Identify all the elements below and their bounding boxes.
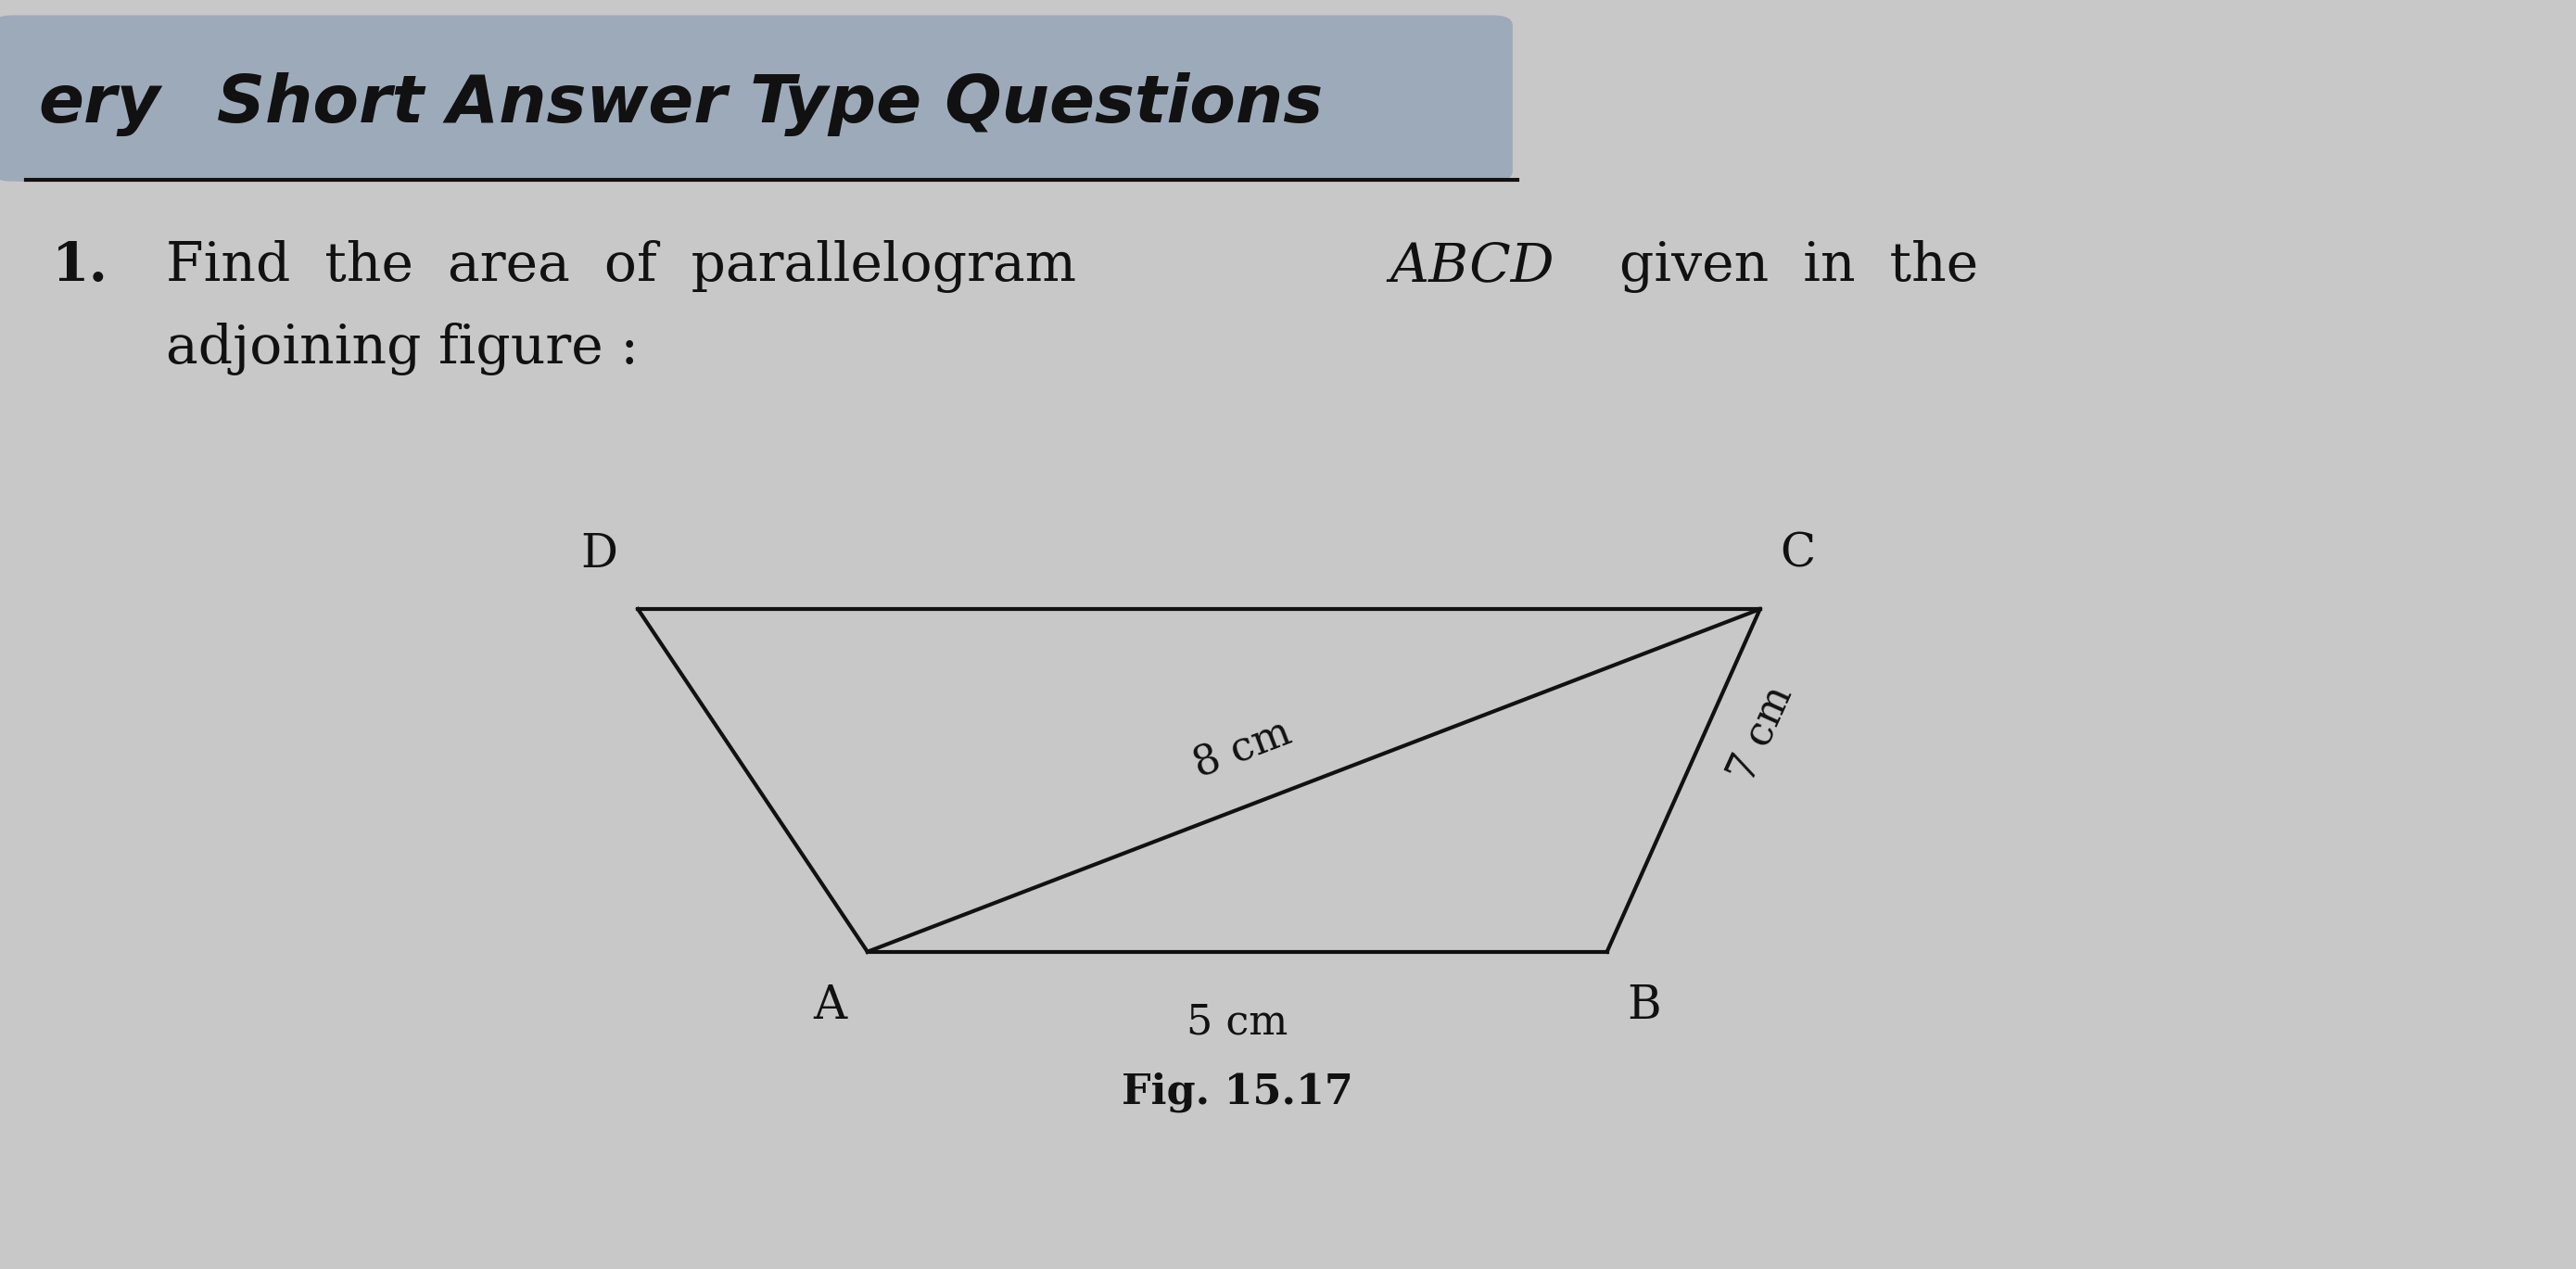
Text: A: A xyxy=(814,983,848,1029)
Text: 1.: 1. xyxy=(52,241,108,292)
Text: 5 cm: 5 cm xyxy=(1188,1003,1288,1043)
Text: ABCD: ABCD xyxy=(1391,240,1556,293)
Text: B: B xyxy=(1628,983,1662,1029)
Text: C: C xyxy=(1780,532,1816,577)
Text: given  in  the: given in the xyxy=(1620,240,1978,293)
FancyBboxPatch shape xyxy=(0,15,1512,181)
Text: Find  the  area  of  parallelogram: Find the area of parallelogram xyxy=(167,240,1077,293)
Text: ery: ery xyxy=(39,72,160,136)
Text: Fig. 15.17: Fig. 15.17 xyxy=(1121,1072,1352,1113)
Text: adjoining figure :: adjoining figure : xyxy=(167,322,639,376)
Text: 7 cm: 7 cm xyxy=(1721,680,1801,788)
Text: D: D xyxy=(580,532,618,577)
Text: 8 cm: 8 cm xyxy=(1188,712,1298,786)
Text: Short Answer Type Questions: Short Answer Type Questions xyxy=(216,72,1324,136)
